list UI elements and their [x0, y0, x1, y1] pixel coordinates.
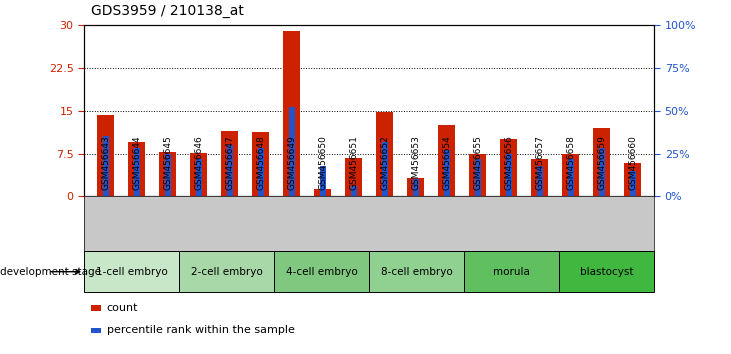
Bar — [221, 131, 238, 196]
Bar — [97, 115, 114, 196]
FancyBboxPatch shape — [369, 251, 464, 292]
Bar — [196, 159, 202, 196]
FancyBboxPatch shape — [84, 251, 179, 292]
Bar — [444, 150, 450, 196]
Bar — [258, 148, 264, 196]
Bar — [593, 128, 610, 196]
Text: 1-cell embryo: 1-cell embryo — [96, 267, 167, 277]
FancyBboxPatch shape — [179, 251, 274, 292]
Bar — [500, 139, 517, 196]
Bar — [159, 152, 176, 196]
Bar — [624, 163, 641, 196]
Bar — [128, 142, 145, 196]
Bar — [562, 154, 579, 196]
Bar — [319, 166, 325, 196]
Bar — [469, 154, 486, 196]
Bar — [351, 186, 357, 196]
Bar — [103, 136, 109, 196]
FancyBboxPatch shape — [464, 251, 559, 292]
Bar — [190, 153, 208, 196]
Text: blastocyst: blastocyst — [580, 267, 634, 277]
Bar — [382, 142, 387, 196]
Bar — [252, 132, 269, 196]
Bar — [413, 179, 419, 196]
Text: development stage: development stage — [0, 267, 101, 277]
Text: count: count — [107, 303, 138, 313]
Bar — [134, 148, 140, 196]
Bar — [531, 159, 548, 196]
Text: GDS3959 / 210138_at: GDS3959 / 210138_at — [91, 4, 244, 18]
Bar — [567, 159, 574, 196]
Text: 8-cell embryo: 8-cell embryo — [381, 267, 452, 277]
Text: percentile rank within the sample: percentile rank within the sample — [107, 325, 295, 335]
Text: 4-cell embryo: 4-cell embryo — [286, 267, 357, 277]
Bar — [314, 189, 331, 196]
Text: morula: morula — [493, 267, 530, 277]
Bar — [164, 154, 171, 196]
Bar — [345, 158, 362, 196]
Bar — [474, 159, 480, 196]
Bar — [506, 154, 512, 196]
Text: 2-cell embryo: 2-cell embryo — [191, 267, 262, 277]
Bar — [438, 125, 455, 196]
Bar — [407, 178, 424, 196]
Bar — [227, 145, 232, 196]
Bar — [629, 171, 635, 196]
FancyBboxPatch shape — [559, 251, 654, 292]
Bar — [376, 112, 393, 196]
Bar — [599, 148, 605, 196]
Bar — [283, 30, 300, 196]
FancyBboxPatch shape — [274, 251, 369, 292]
Bar — [289, 107, 295, 196]
Bar — [537, 166, 542, 196]
